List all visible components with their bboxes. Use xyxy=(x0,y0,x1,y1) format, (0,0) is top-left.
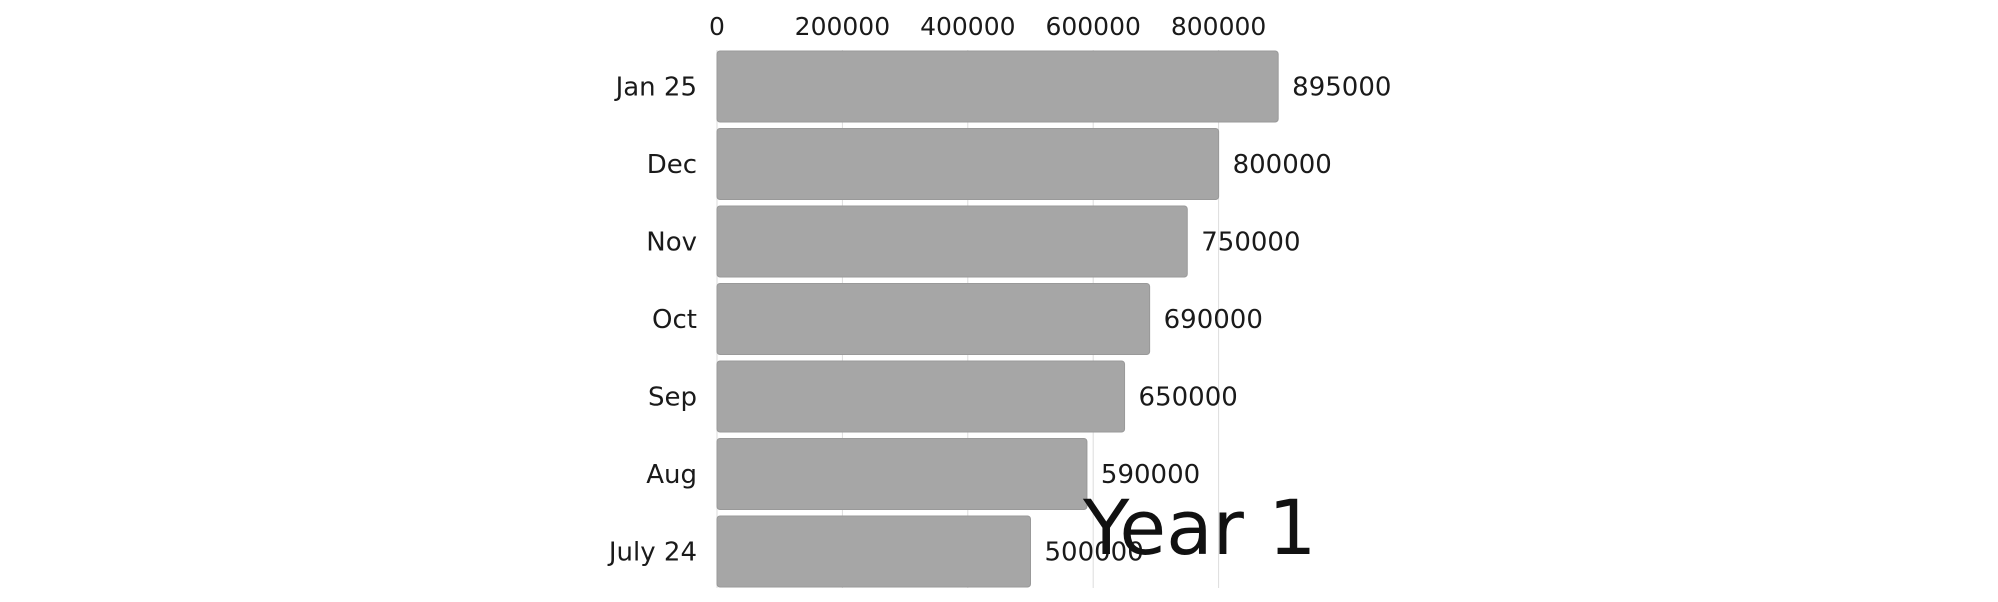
category-label: Aug xyxy=(646,460,697,490)
value-label: 590000 xyxy=(1101,460,1200,490)
category-label: July 24 xyxy=(607,538,697,568)
value-labels: 895000 800000 750000 690000 650000 590000 5000… xyxy=(1045,73,1392,568)
x-tick-label: 400000 xyxy=(920,12,1015,41)
bar xyxy=(716,205,1188,278)
value-label: 690000 xyxy=(1164,305,1263,335)
x-tick-label: 600000 xyxy=(1045,12,1140,41)
value-label: 650000 xyxy=(1139,383,1238,413)
bars-layer xyxy=(716,50,1279,588)
bar xyxy=(716,438,1088,510)
bar xyxy=(716,283,1151,355)
category-label: Oct xyxy=(652,305,697,335)
category-label: Jan 25 xyxy=(614,73,697,103)
bar xyxy=(716,360,1126,433)
bar xyxy=(716,128,1220,200)
period-overlay-label: Year 1 xyxy=(1082,483,1316,572)
category-label: Dec xyxy=(647,150,697,180)
value-label: 895000 xyxy=(1292,73,1391,103)
value-label: 800000 xyxy=(1233,150,1332,180)
value-label: 500000 xyxy=(1045,538,1144,568)
x-tick-label: 200000 xyxy=(795,12,890,41)
x-tick-label: 0 xyxy=(709,12,725,41)
category-label: Sep xyxy=(648,383,697,413)
category-label: Nov xyxy=(646,228,697,258)
bar xyxy=(716,515,1031,588)
value-label: 750000 xyxy=(1201,228,1300,258)
x-tick-label: 800000 xyxy=(1171,12,1266,41)
category-labels: Jan 25 Dec Nov Oct Sep Aug July 24 xyxy=(607,73,697,568)
bar xyxy=(716,50,1279,123)
x-tick-labels: 0 200000 400000 600000 800000 xyxy=(709,12,1266,41)
